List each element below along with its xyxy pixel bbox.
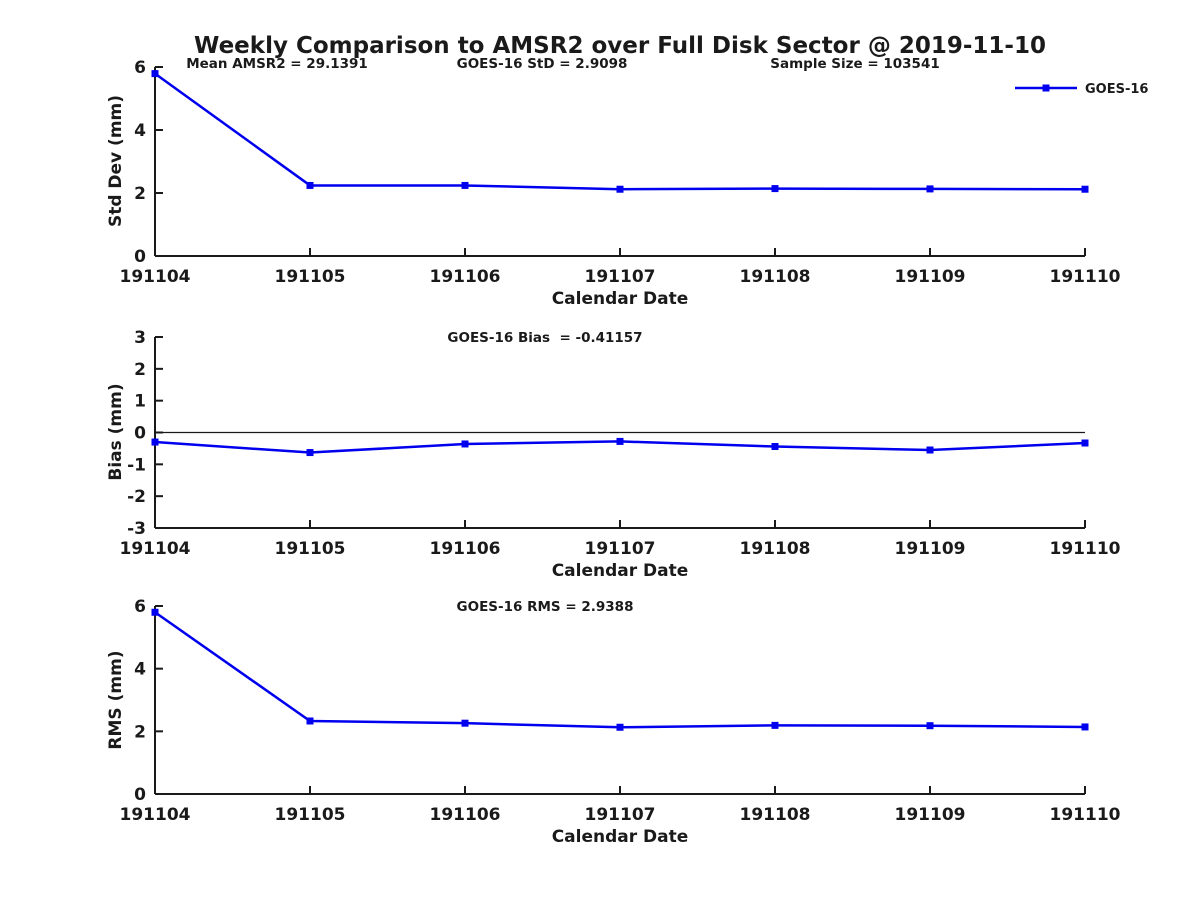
y-tick-label: -2 [127, 487, 146, 507]
data-point-marker [771, 443, 779, 451]
x-tick-label: 191105 [275, 539, 346, 559]
y-tick-label: 6 [134, 58, 146, 78]
y-tick-label: 1 [134, 392, 146, 412]
annotation-mean-amsr2: Mean AMSR2 = 29.1391 [186, 56, 368, 72]
y-tick-label: 6 [134, 597, 146, 617]
y-tick-label: -1 [127, 455, 146, 475]
x-tick-label: 191105 [275, 267, 346, 287]
x-tick-label: 191104 [120, 267, 191, 287]
x-tick-label: 191109 [895, 267, 966, 287]
x-tick-label: 191110 [1050, 805, 1121, 825]
annotation-goes16-bias: GOES-16 Bias = -0.41157 [447, 330, 642, 346]
x-tick-label: 191106 [430, 267, 501, 287]
data-point-marker [461, 440, 469, 448]
data-point-marker [306, 181, 314, 189]
annotation-sample-size: Sample Size = 103541 [770, 56, 939, 72]
y-axis-label-rms: RMS (mm) [106, 650, 126, 749]
data-point-marker [926, 722, 934, 730]
legend-label-goes16: GOES-16 [1085, 82, 1148, 97]
x-tick-label: 191110 [1050, 539, 1121, 559]
x-tick-label: 191107 [585, 805, 656, 825]
data-point-marker [1081, 185, 1089, 193]
data-line [154, 611, 1086, 729]
y-tick-label: 4 [134, 660, 146, 680]
x-tick-label: 191109 [895, 539, 966, 559]
data-point-marker [461, 719, 469, 727]
x-axis-label-top: Calendar Date [552, 289, 689, 309]
x-tick-label: 191104 [120, 539, 191, 559]
data-point-marker [616, 723, 624, 731]
data-point-marker [151, 70, 159, 78]
data-point-marker [461, 181, 469, 189]
x-axis-label-middle: Calendar Date [552, 561, 689, 581]
y-tick-label: -3 [127, 519, 146, 539]
x-axis-label-bottom: Calendar Date [552, 827, 689, 847]
y-tick-label: 3 [134, 328, 146, 348]
annotation-goes16-std: GOES-16 StD = 2.9098 [457, 56, 628, 72]
annotation-goes16-rms: GOES-16 RMS = 2.9388 [457, 599, 634, 615]
x-tick-label: 191110 [1050, 267, 1121, 287]
y-tick-label: 2 [134, 360, 146, 380]
data-line [154, 72, 1086, 191]
figure-title: Weekly Comparison to AMSR2 over Full Dis… [194, 33, 1046, 59]
y-tick-label: 0 [134, 247, 146, 267]
x-tick-label: 191106 [430, 539, 501, 559]
data-point-marker [1081, 723, 1089, 731]
data-point-marker [771, 721, 779, 729]
data-point-marker [306, 717, 314, 725]
data-point-marker [151, 608, 159, 616]
data-point-marker [616, 185, 624, 193]
data-point-marker [306, 449, 314, 457]
y-tick-label: 2 [134, 722, 146, 742]
x-tick-label: 191107 [585, 267, 656, 287]
legend-marker-square [1042, 84, 1050, 92]
y-tick-label: 0 [134, 785, 146, 805]
y-tick-label: 2 [134, 184, 146, 204]
subplot-bias: -3 -2 -1 0 1 2 3 191104 191105 191106 191107 191108… [120, 328, 1121, 559]
data-point-marker [926, 185, 934, 193]
data-point-marker [151, 438, 159, 446]
x-tick-label: 191104 [120, 805, 191, 825]
y-tick-label: 0 [134, 424, 146, 444]
x-tick-label: 191108 [740, 805, 811, 825]
subplot-rms: 0 2 4 6 191104 191105 191106 191107 191108 191109… [120, 597, 1121, 825]
data-point-marker [926, 446, 934, 454]
x-tick-label: 191109 [895, 805, 966, 825]
x-tick-label: 191105 [275, 805, 346, 825]
legend: GOES-16 [1015, 82, 1148, 97]
y-tick-label: 4 [134, 121, 146, 141]
y-axis-label-std-dev: Std Dev (mm) [106, 95, 126, 227]
x-tick-label: 191108 [740, 267, 811, 287]
subplot-std-dev: 0 2 4 6 191104 191105 191106 191107 191108 191109… [120, 58, 1121, 287]
data-point-marker [616, 437, 624, 445]
y-axis-label-bias: Bias (mm) [106, 383, 126, 480]
x-tick-label: 191107 [585, 539, 656, 559]
x-tick-label: 191106 [430, 805, 501, 825]
x-tick-label: 191108 [740, 539, 811, 559]
data-point-marker [771, 185, 779, 193]
data-point-marker [1081, 439, 1089, 447]
